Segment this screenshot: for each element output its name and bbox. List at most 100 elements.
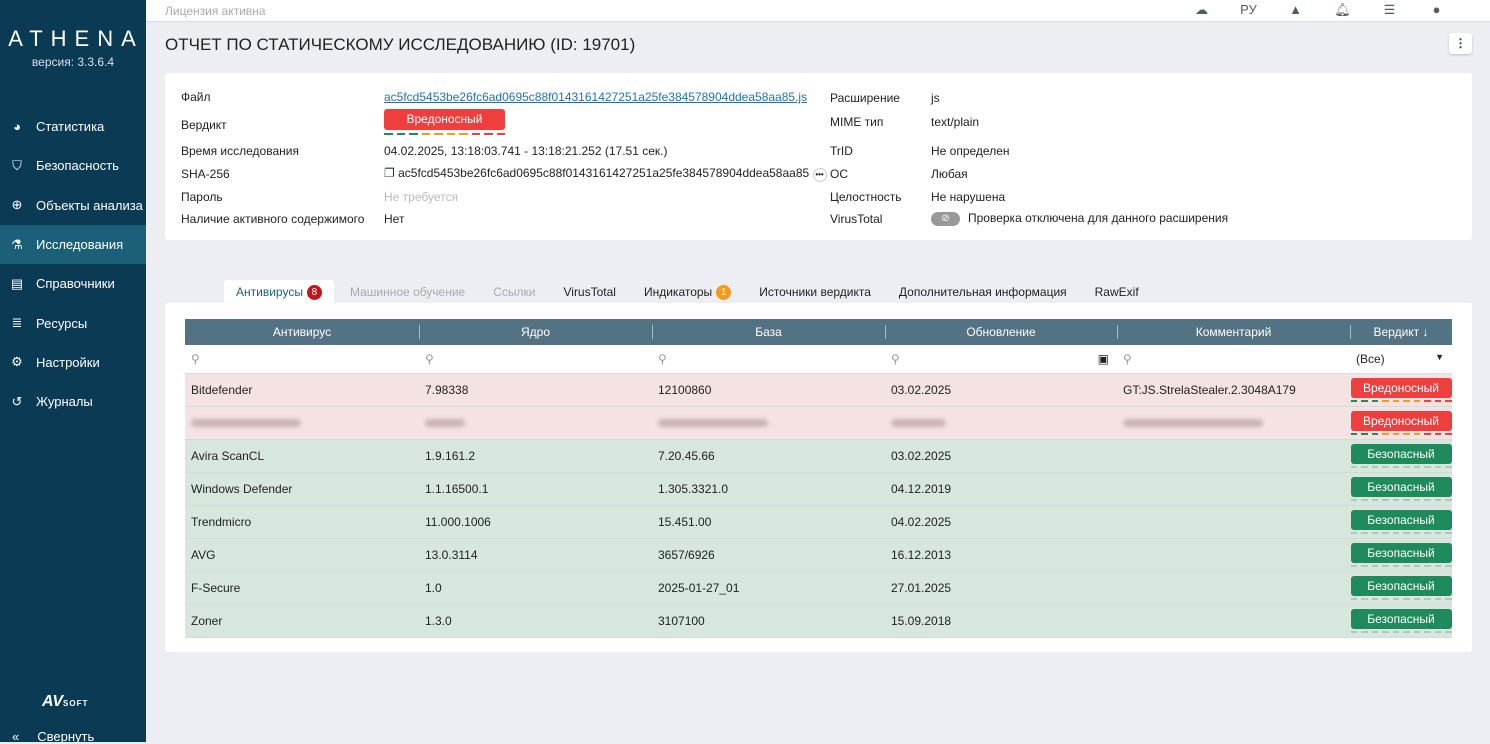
verdict-badge: Безопасный (1350, 476, 1452, 497)
sidebar-item-0[interactable]: ◕ Статистика (0, 107, 146, 146)
tab-label: Ссылки (493, 285, 536, 299)
tab-label: Антивирусы (236, 285, 303, 299)
sidebar-item-2[interactable]: ⊕ Объекты анализа (0, 186, 146, 225)
mime-label: MIME тип (830, 115, 884, 129)
verdict-badge: Безопасный (1350, 509, 1452, 530)
cell-comment (1117, 604, 1350, 638)
time-label: Время исследования (181, 144, 299, 158)
verdict-badge: Безопасный (1350, 542, 1452, 563)
cell-comment (1117, 472, 1350, 506)
column-filter-input[interactable]: ⚲ (652, 345, 885, 374)
column-filter-input[interactable]: ⚲ (419, 345, 652, 374)
cell-engine: 7.98338 (419, 373, 652, 407)
sidebar-item-7[interactable]: ↺ Журналы (0, 382, 146, 421)
copy-icon[interactable]: ❐ (384, 166, 395, 180)
cell-verdict: Безопасный (1350, 505, 1452, 539)
cell-base: 3657/6926 (652, 538, 885, 572)
cell-updated: 15.09.2018 (885, 604, 1117, 638)
warning-icon[interactable]: ▲ (1289, 2, 1302, 17)
user-icon[interactable]: ● (1432, 2, 1441, 17)
cloud-upload-icon[interactable]: ☁ (1195, 2, 1208, 17)
verdict-filter-select[interactable]: (Все) ▼ (1350, 345, 1452, 374)
cell-updated: 03.02.2025 (885, 439, 1117, 473)
topbar: Лицензия активна ☁ РУ ▲ 🔔︎ ☰ ● (146, 0, 1490, 22)
cell-name (185, 406, 419, 440)
tab-5[interactable]: Источники вердикта (747, 280, 883, 303)
table-row[interactable]: Windows Defender 1.1.16500.1 1.305.3321.0 0… (185, 472, 1452, 506)
cell-base (652, 406, 885, 440)
virustotal-value-row: ⊘ Проверка отключена для данного расширен… (931, 211, 1228, 226)
column-header[interactable]: Комментарий (1117, 319, 1350, 345)
tab-2[interactable]: Ссылки (481, 280, 547, 303)
sidebar-item-3[interactable]: ⚗ Исследования (0, 224, 146, 265)
password-label: Пароль (181, 190, 223, 204)
tab-4[interactable]: Индикаторы 1 (632, 280, 743, 303)
gear-icon: ⚙ (11, 354, 23, 370)
tab-1[interactable]: Машинное обучение (338, 280, 477, 303)
verdict-scale (1350, 465, 1452, 468)
more-icon[interactable]: ••• (812, 168, 827, 182)
tab-label: Машинное обучение (349, 285, 466, 299)
tab-label: Дополнительная информация (898, 285, 1067, 299)
column-header[interactable]: Обновление (885, 319, 1117, 345)
tab-3[interactable]: VirusTotal (551, 280, 627, 303)
table-row[interactable]: F-Secure 1.0 2025-01-27_01 27.01.2025 Безопа… (185, 571, 1452, 605)
collapse-button[interactable]: « Свернуть (12, 729, 94, 744)
search-icon: ⚲ (891, 351, 900, 366)
bell-icon[interactable]: 🔔︎ (1334, 2, 1351, 17)
tab-label: RawExif (1094, 285, 1139, 299)
cell-base: 15.451.00 (652, 505, 885, 539)
verdict-scale (1350, 531, 1452, 534)
license-status: Лицензия активна (165, 4, 266, 18)
sidebar-nav: ◕ Статистика ⛉ Безопасность ⊕ Объекты анализа… (0, 107, 146, 421)
cell-verdict: Безопасный (1350, 472, 1452, 506)
column-header[interactable]: Антивирус (185, 319, 419, 345)
column-filter-input[interactable]: ⚲ (185, 345, 419, 374)
ext-value: js (931, 91, 940, 105)
page-title: ОТЧЕТ ПО СТАТИЧЕСКОМУ ИССЛЕДОВАНИЮ (ID: … (165, 35, 636, 54)
cell-engine (419, 406, 652, 440)
tab-6[interactable]: Дополнительная информация (887, 280, 1079, 303)
sidebar-item-1[interactable]: ⛉ Безопасность (0, 146, 146, 185)
cell-comment (1117, 571, 1350, 605)
table-row[interactable]: Вредоносный (185, 406, 1452, 440)
file-link[interactable]: ac5fcd5453be26fc6ad0695c88f0143161427251… (384, 90, 808, 104)
table-row[interactable]: Trendmicro 11.000.1006 15.451.00 04.02.2025… (185, 505, 1452, 539)
sidebar-item-label: Исследования (36, 237, 124, 253)
tab-7[interactable]: RawExif (1083, 280, 1151, 303)
verdict-scale (384, 133, 505, 135)
column-filter-input[interactable]: ⚲ ▣ (885, 345, 1117, 374)
column-filter-input[interactable]: ⚲ (1117, 345, 1350, 374)
cell-base: 2025-01-27_01 (652, 571, 885, 605)
crosshair-icon: ⊕ (11, 197, 23, 213)
sidebar-item-6[interactable]: ⚙ Настройки (0, 343, 146, 382)
avsoft-logo: AVSOFT (42, 693, 89, 710)
table-row[interactable]: Avira ScanCL 1.9.161.2 7.20.45.66 03.02.202… (185, 439, 1452, 473)
sidebar-item-4[interactable]: ▤ Справочники (0, 264, 146, 303)
sidebar-item-5[interactable]: ≣ Ресурсы (0, 303, 146, 342)
verdict-scale (1350, 399, 1452, 402)
cell-name: Zoner (185, 604, 419, 638)
cell-comment (1117, 538, 1350, 572)
column-header[interactable]: Ядро (419, 319, 652, 345)
tabs: Антивирусы 8 Машинное обучение Ссылки VirusT… (224, 280, 1155, 303)
version: версия: 3.3.6.4 (31, 55, 115, 69)
language-switch[interactable]: РУ (1240, 2, 1257, 17)
tab-count-badge: 1 (716, 285, 732, 300)
virustotal-value: Проверка отключена для данного расширени… (968, 211, 1229, 225)
calendar-icon[interactable]: ▣ (1097, 351, 1109, 366)
checklist-icon[interactable]: ☰ (1383, 2, 1396, 17)
verdict-badge: Вредоносный (1350, 410, 1452, 431)
cell-engine: 11.000.1006 (419, 505, 652, 539)
cell-verdict: Безопасный (1350, 571, 1452, 605)
column-header[interactable]: Вердикт ↓ (1350, 319, 1452, 345)
column-header[interactable]: База (652, 319, 885, 345)
more-menu-button[interactable]: ⋮ (1449, 33, 1472, 54)
table-row[interactable]: Zoner 1.3.0 3107100 15.09.2018 Безопасный (185, 604, 1452, 638)
table-row[interactable]: Bitdefender 7.98338 12100860 03.02.2025 GT:J… (185, 373, 1452, 407)
time-value: 04.02.2025, 13:18:03.741 - 13:18:21.252 … (384, 144, 668, 158)
table-row[interactable]: AVG 13.0.3114 3657/6926 16.12.2013 Безопасны… (185, 538, 1452, 572)
chevrons-left-icon: « (12, 729, 20, 744)
tab-0[interactable]: Антивирусы 8 (224, 280, 334, 303)
book-icon: ▤ (10, 275, 24, 291)
